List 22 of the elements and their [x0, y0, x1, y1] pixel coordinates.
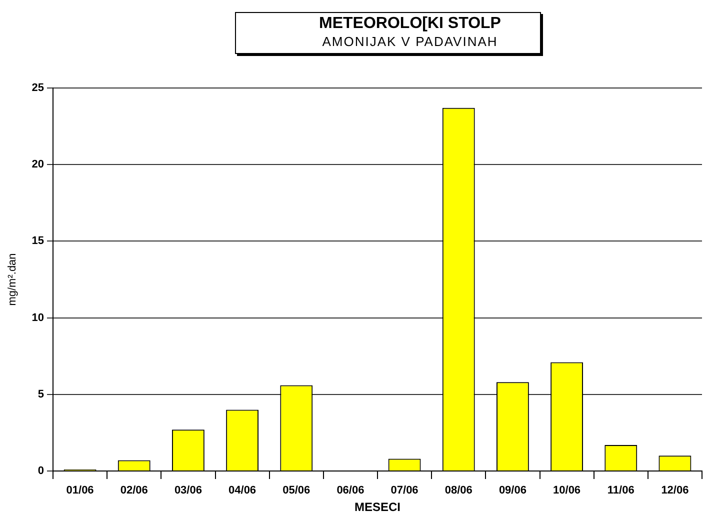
x-tick-label: 01/06: [66, 484, 94, 497]
x-tick-label: 02/06: [120, 484, 148, 497]
y-tick-label: 20: [32, 158, 44, 171]
x-axis-title: MESECI: [354, 500, 401, 514]
y-tick-label: 5: [38, 388, 44, 400]
y-tick-label: 10: [32, 312, 44, 324]
chart-title: METEOROLO[KI STOLP: [318, 15, 502, 33]
x-tick-label: 06/06: [336, 484, 364, 497]
x-tick-label: 10/06: [553, 484, 581, 497]
x-tick-label: 03/06: [174, 484, 202, 497]
x-tick-label: 08/06: [444, 484, 472, 497]
x-tick-label: 11/06: [607, 484, 634, 497]
x-tick-label: 12/06: [661, 484, 689, 497]
y-axis-title: mg/m².dan: [6, 253, 19, 306]
x-tick-label: 07/06: [390, 484, 418, 497]
x-tick-label: 09/06: [498, 484, 526, 497]
x-tick-label: 05/06: [282, 484, 310, 497]
y-tick-label: 15: [32, 235, 44, 248]
x-tick-label: 04/06: [228, 484, 256, 497]
y-tick-label: 25: [32, 82, 44, 94]
y-tick-label: 0: [38, 465, 44, 478]
chart-subtitle: AMONIJAK V PADAVINAH: [321, 34, 499, 50]
